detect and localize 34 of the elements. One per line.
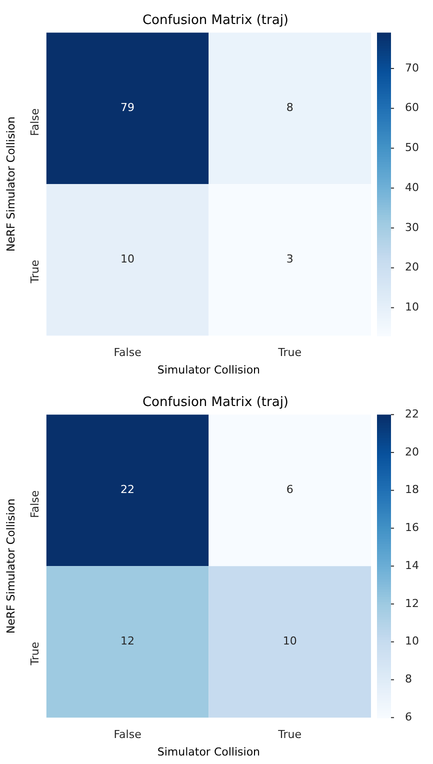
color-bar-label: 12 [405,596,419,610]
data-label: 10 [282,634,297,648]
data-label: 12 [120,634,135,648]
y-tick-label: False [28,490,42,518]
data-label: 79 [120,101,135,114]
y-tick-label: True [28,260,42,284]
color-bar-label: 20 [405,260,419,274]
chart-title: Confusion Matrix (traj) [142,13,289,28]
y-axis-title: NeRF Simulator Collision [4,498,18,634]
y-tick-label: True [28,642,42,666]
y-axis-title: NeRF Simulator Collision [4,116,18,252]
color-bar-label: 22 [405,407,419,420]
color-bar-label: 50 [405,141,419,154]
x-axis-title: Simulator Collision [157,745,260,758]
data-label: 3 [286,252,294,266]
data-label: 6 [286,483,294,496]
color-bar-label: 20 [405,445,419,458]
color-bar-label: 6 [405,710,412,724]
color-bar-label: 60 [405,101,419,114]
color-bar-label: 70 [405,61,419,74]
color-bar-label: 8 [405,672,412,686]
color-bar-label: 10 [405,634,419,648]
color-bar-label: 14 [405,558,419,572]
data-label: 8 [286,101,294,114]
data-label: 10 [120,252,135,266]
color-bar-label: 10 [405,300,419,314]
x-axis-title: Simulator Collision [157,363,260,376]
chart-title: Confusion Matrix (traj) [142,395,289,410]
color-bar-label: 18 [405,483,419,496]
color-bar-label: 16 [405,521,419,534]
color-bar-label: 40 [405,180,419,194]
y-tick-label: False [28,108,42,136]
data-label: 22 [120,483,135,496]
color-bar-label: 30 [405,220,419,234]
